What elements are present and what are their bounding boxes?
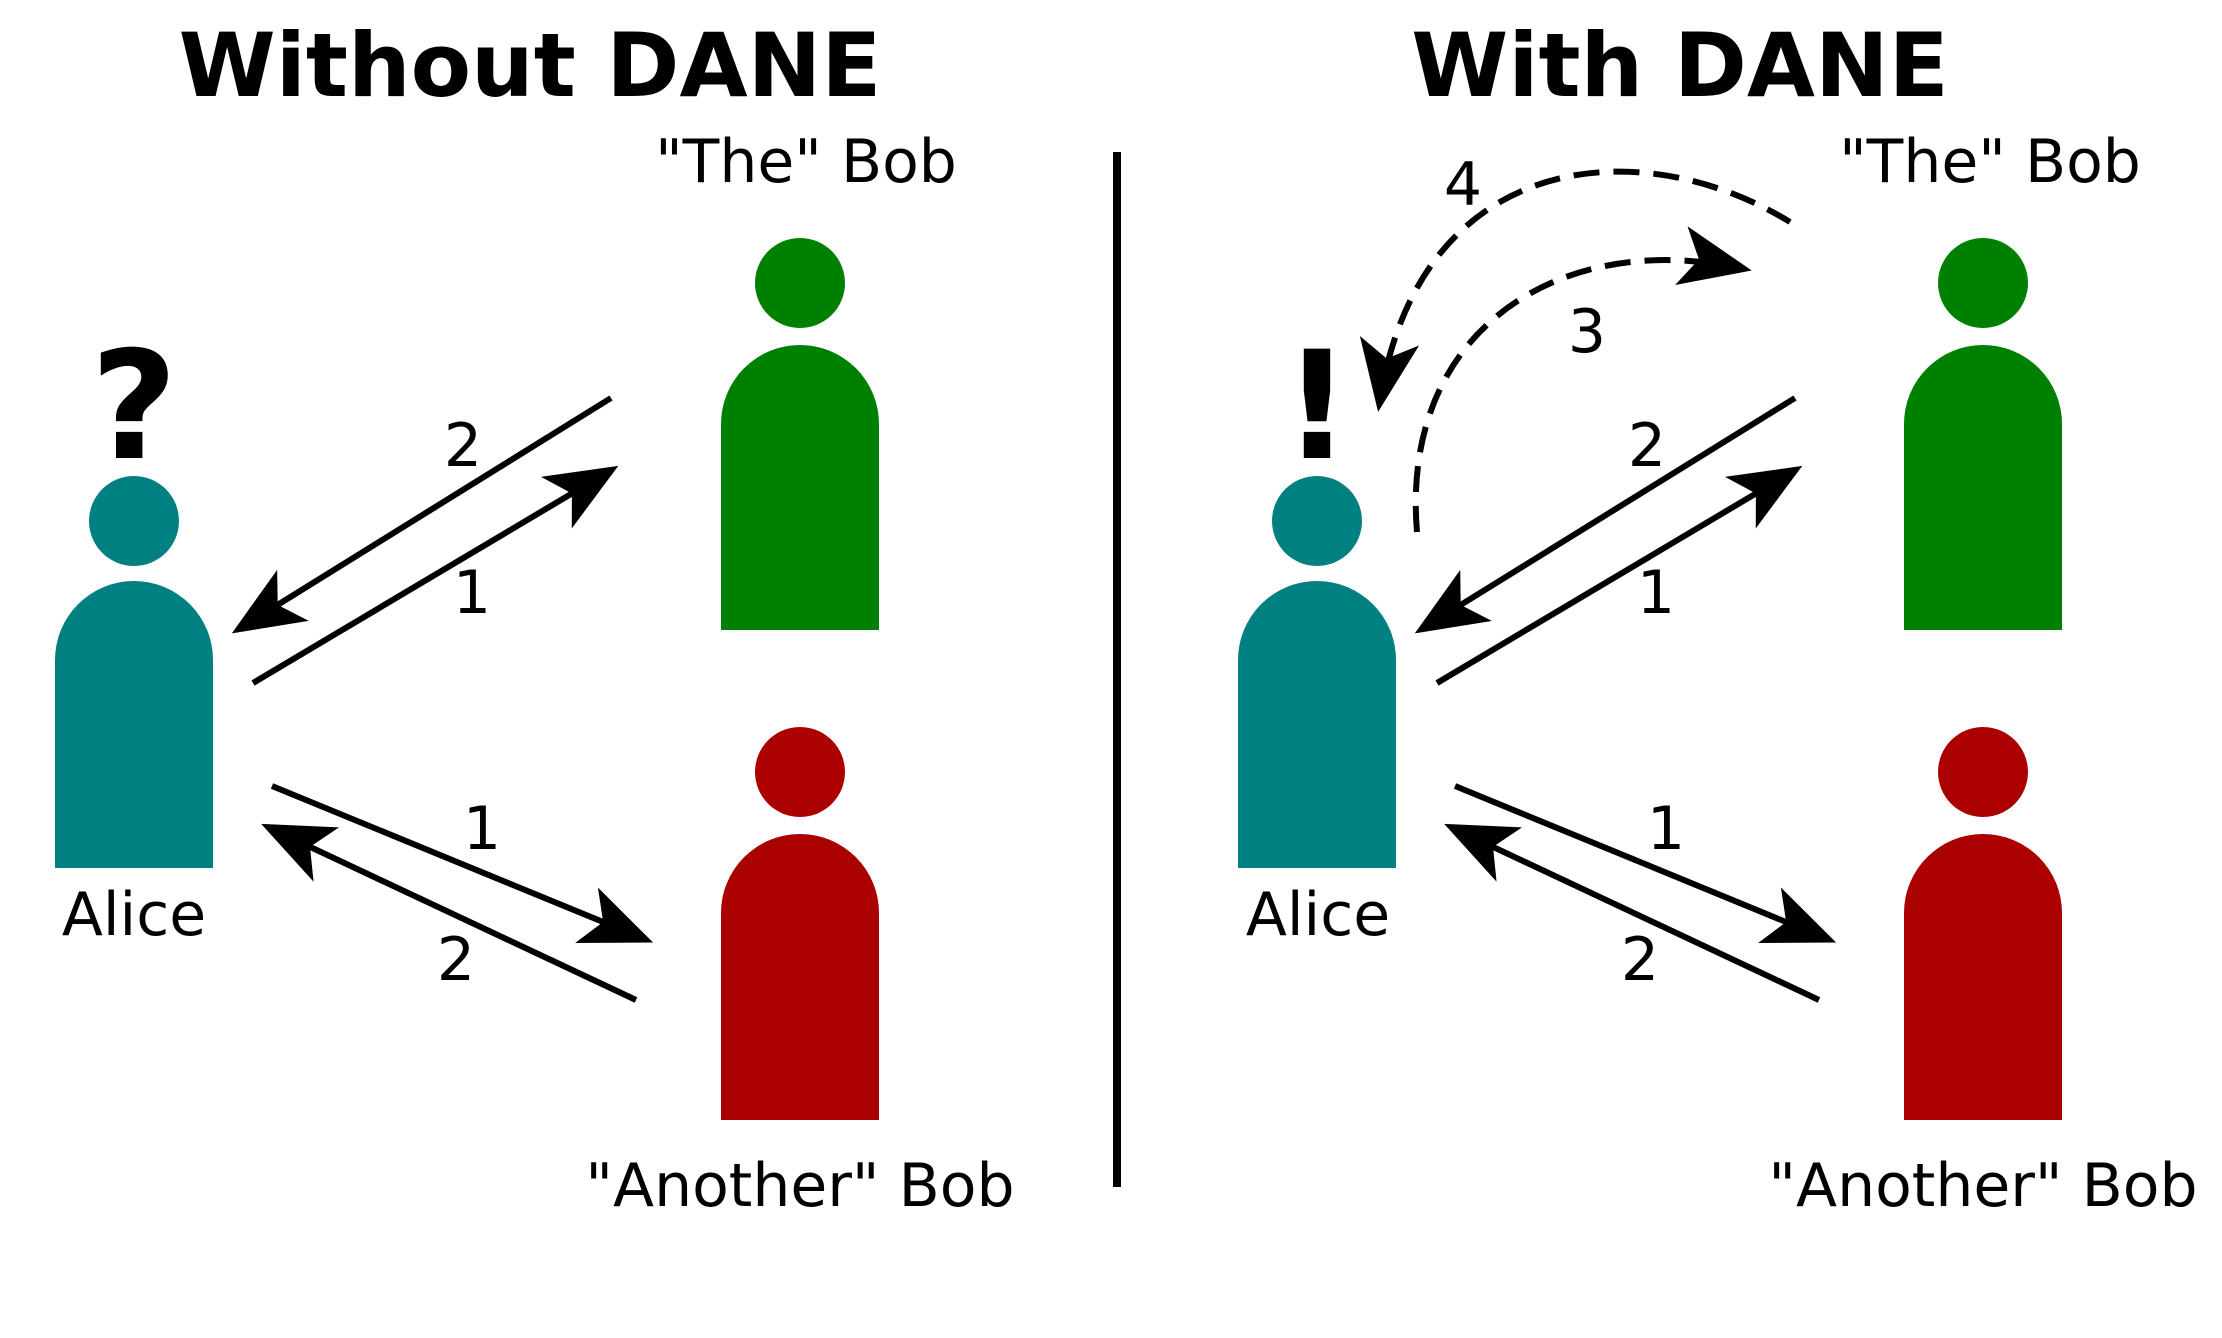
arrow-icon [1444, 823, 1821, 1003]
arrow-label: 1 [463, 794, 501, 864]
alice-body [55, 581, 213, 868]
arrow-icon [231, 395, 613, 634]
another-bob-body [721, 834, 879, 1120]
another-bob-body [1904, 834, 2062, 1120]
arrow-icon [1414, 395, 1797, 634]
arrow-label: 3 [1568, 297, 1606, 367]
another-bob-label: "Another" Bob [585, 1151, 1014, 1221]
the-bob-person-icon [721, 238, 879, 630]
question-mark-icon: ? [90, 320, 177, 494]
arrow-icon [1359, 168, 1792, 412]
another-bob-label: "Another" Bob [1768, 1151, 2197, 1221]
the-bob-person-icon [1904, 238, 2062, 630]
arrow-label: 4 [1444, 150, 1482, 220]
alice-head [1272, 476, 1362, 566]
another-bob-person-icon [1904, 727, 2062, 1120]
the-bob-head [1938, 238, 2028, 328]
arrow-icon [251, 465, 619, 686]
the-bob-body [721, 345, 879, 630]
alice-label: Alice [62, 880, 206, 950]
alice-label: Alice [1246, 880, 1390, 950]
arrow-icon [1453, 783, 1837, 943]
arrow-icon [270, 783, 654, 943]
arrow-label: 1 [1637, 558, 1675, 628]
the-bob-label: "The" Bob [1839, 127, 2141, 197]
arrow-icon [1435, 465, 1803, 686]
arrow-label: 1 [453, 558, 491, 628]
another-bob-head [1938, 727, 2028, 817]
alice-body [1238, 581, 1396, 868]
alice-person-icon [1238, 476, 1396, 868]
left-panel-title: Without DANE [179, 14, 882, 117]
arrow-label: 2 [1621, 925, 1659, 995]
another-bob-person-icon [721, 727, 879, 1120]
exclamation-mark-icon: ! [1283, 320, 1351, 494]
left-panel: Without DANE ? Alice "The" Bob "Another"… [55, 14, 1015, 1221]
alice-head [89, 476, 179, 566]
right-panel: With DANE ! Alice "The" Bob "Another" Bo… [1238, 14, 2198, 1221]
the-bob-label: "The" Bob [655, 127, 957, 197]
alice-person-icon [55, 476, 213, 868]
the-bob-body [1904, 345, 2062, 630]
arrow-icon [1412, 226, 1752, 533]
arrow-icon [261, 823, 638, 1003]
arrow-label: 1 [1647, 794, 1685, 864]
arrow-label: 2 [444, 411, 482, 481]
arrow-label: 2 [1628, 411, 1666, 481]
another-bob-head [755, 727, 845, 817]
the-bob-head [755, 238, 845, 328]
right-panel-title: With DANE [1411, 14, 1949, 117]
arrow-label: 2 [437, 925, 475, 995]
